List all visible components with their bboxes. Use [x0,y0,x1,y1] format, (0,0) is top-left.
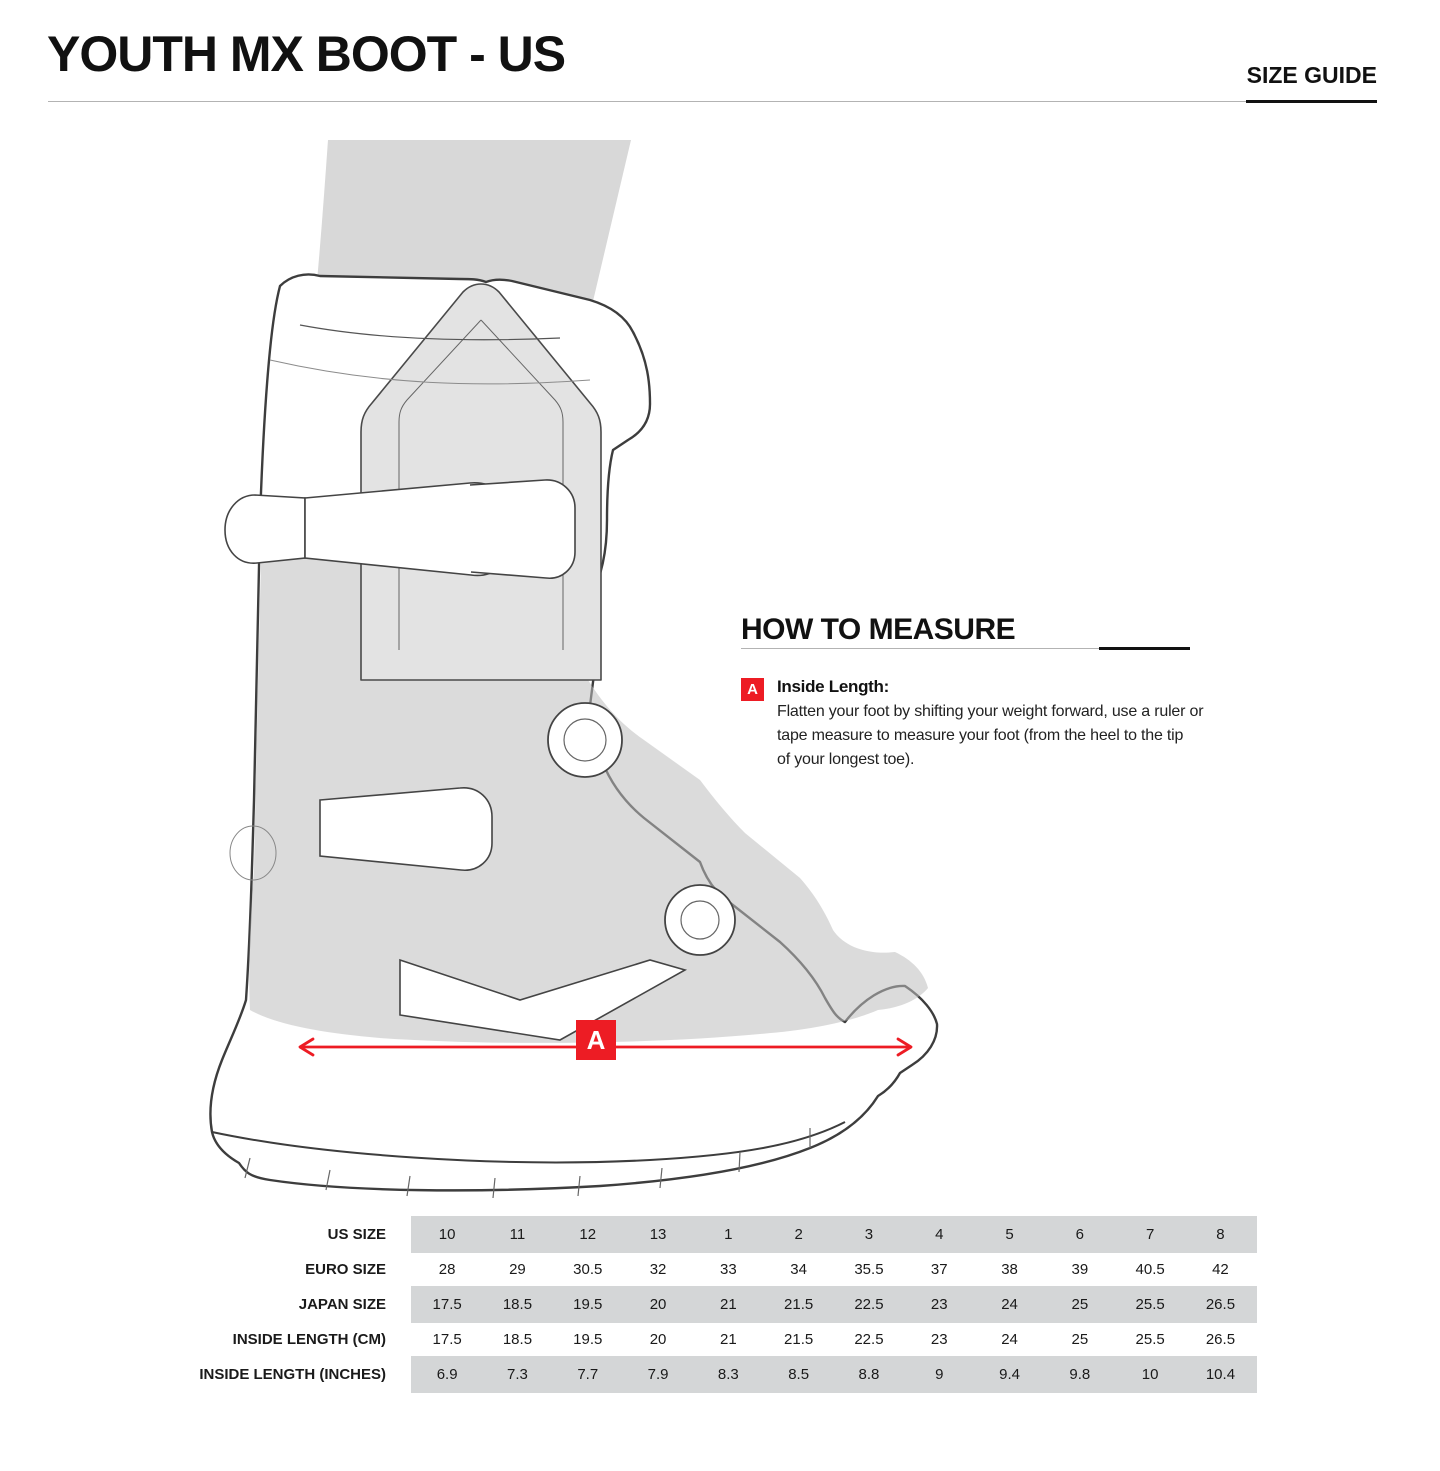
svg-text:A: A [587,1025,606,1055]
